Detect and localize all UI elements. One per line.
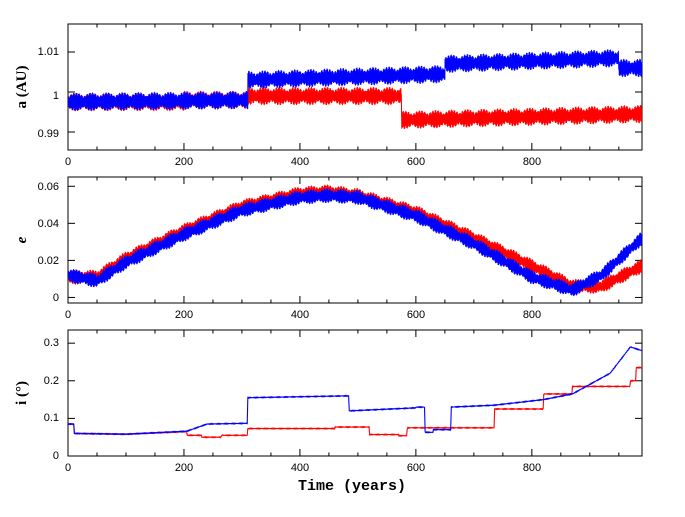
- panel-i-ytick-3: 0.3: [44, 337, 59, 349]
- panel-e-ytick-2: 0.04: [38, 218, 59, 230]
- panel-e-ytick-1: 0.02: [38, 255, 59, 267]
- panel-a-frame: [67, 23, 643, 151]
- panel-e-xtick-2: 400: [291, 309, 309, 321]
- panel-i-ticks: [67, 330, 642, 457]
- panel-i-ytick-2: 0.2: [44, 375, 59, 387]
- panel-i-xtick-2: 400: [291, 462, 309, 474]
- panel-i: i (°) 0 0.1 0.2 0.3 0 200 400 600 800 Ti…: [14, 329, 643, 495]
- panel-a-ylabel: a (AU): [14, 66, 30, 109]
- panel-i-xtick-4: 800: [523, 462, 541, 474]
- panel-i-ytick-1: 0.1: [44, 412, 59, 424]
- panel-i-ylabel: i (°): [14, 381, 30, 405]
- panel-a-ytick-1: 1: [53, 90, 59, 102]
- panel-e-ytick-0: 0: [53, 292, 59, 304]
- panel-i-xtick-3: 600: [407, 462, 425, 474]
- panel-i-xtick-1: 200: [175, 462, 193, 474]
- panel-i-plot-area: [67, 330, 642, 457]
- panel-e-plot-area: [67, 177, 642, 303]
- panel-a-ytick-0: 0.99: [38, 128, 59, 140]
- panel-e-xtick-1: 200: [175, 309, 193, 321]
- panel-i-frame: [67, 329, 643, 457]
- panel-a-xtick-1: 200: [175, 156, 193, 168]
- x-axis-label: Time (years): [298, 478, 406, 495]
- panel-a-xtick-0: 0: [65, 156, 71, 168]
- panel-e-ticks: [67, 177, 642, 303]
- panel-a-ticks: [67, 24, 642, 150]
- panel-a: a (AU) 0.99 1 1.01 0 200 400 600 800: [14, 23, 643, 168]
- panel-a-ytick-2: 1.01: [38, 46, 59, 58]
- panel-a-xtick-2: 400: [291, 156, 309, 168]
- panel-e-ytick-3: 0.06: [38, 181, 59, 193]
- panel-i-ytick-0: 0: [53, 450, 59, 462]
- panel-a-plot-area: [67, 24, 642, 150]
- panel-a-series-blue: [68, 49, 642, 112]
- panel-e-ylabel: e: [14, 236, 30, 243]
- panel-i-xtick-0: 0: [65, 462, 71, 474]
- panel-a-xtick-4: 800: [523, 156, 541, 168]
- panel-e-xtick-3: 600: [407, 309, 425, 321]
- panel-e-series-blue: [68, 188, 642, 297]
- panel-e-xtick-4: 800: [523, 309, 541, 321]
- panel-e-xtick-0: 0: [65, 309, 71, 321]
- panel-i-series-blue: [68, 346, 642, 436]
- panel-e: e 0 0.02 0.04 0.06 0 200 400 600 800: [14, 176, 643, 321]
- panel-a-xtick-3: 600: [407, 156, 425, 168]
